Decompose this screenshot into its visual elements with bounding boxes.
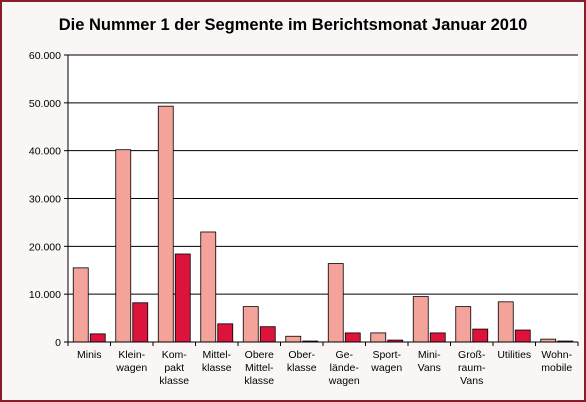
bar-series2 (514, 329, 531, 343)
y-tick-label: 20.000 (29, 241, 61, 253)
bar-series1 (242, 306, 259, 343)
bar-series1 (370, 332, 387, 343)
y-tick-label: 10.000 (29, 289, 61, 301)
x-tick-label: Kom-pakt klasse (159, 349, 189, 387)
x-tick-label: Minis (77, 349, 102, 361)
bar-series1 (72, 267, 89, 343)
bar-series1 (412, 296, 429, 343)
bar-series2 (472, 328, 489, 343)
x-tick-label: Ge-lände-wagen (328, 349, 360, 387)
y-tick-label: 0 (55, 337, 61, 349)
x-tick-label: Sport-wagen (370, 349, 402, 374)
bar-series1 (200, 231, 217, 343)
bar-series1 (115, 149, 132, 343)
bar-series1 (455, 306, 472, 343)
y-tick-label: 30.000 (29, 194, 61, 206)
x-tick-label: Klein-wagen (115, 349, 147, 374)
x-tick-label: Wohn-mobile (541, 349, 572, 374)
bar-series1 (157, 105, 174, 343)
bar-series2 (174, 253, 191, 343)
bar-series1 (497, 301, 514, 343)
chart-title: Die Nummer 1 der Segmente im Berichtsmon… (58, 16, 528, 34)
x-tick-label: Mini-Vans (418, 349, 441, 374)
bar-series1 (327, 263, 344, 343)
y-tick-label: 40.000 (29, 146, 61, 158)
x-tick-label: Groß-raum-Vans (458, 349, 486, 387)
y-tick-label: 60.000 (29, 50, 61, 62)
bar-series2 (429, 332, 446, 343)
bar-series2 (344, 332, 361, 343)
bar-series2 (259, 326, 276, 343)
bar-series2 (132, 302, 149, 343)
x-tick-label: Obere Mittel-klasse (244, 349, 274, 387)
x-tick-label: Ober-klasse (287, 349, 317, 374)
x-tick-label: Utilities (497, 349, 531, 361)
bar-series1 (285, 335, 302, 343)
x-tick-label: Mittel-klasse (202, 349, 232, 374)
bar-series2 (217, 323, 234, 343)
bar-series2 (89, 333, 106, 343)
y-tick-label: 50.000 (29, 98, 61, 110)
